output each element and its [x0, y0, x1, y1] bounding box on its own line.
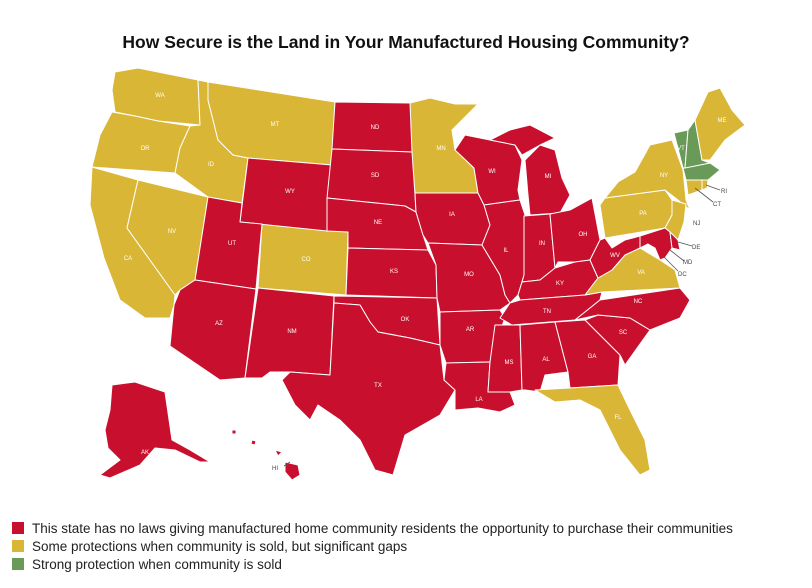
svg-text:AK: AK: [141, 450, 149, 456]
legend-swatch-green: [12, 558, 24, 570]
svg-text:CA: CA: [124, 256, 132, 262]
svg-text:DE: DE: [692, 245, 700, 251]
legend-swatch-yellow: [12, 540, 24, 552]
state-de[interactable]: [669, 231, 681, 251]
svg-text:MO: MO: [464, 272, 474, 278]
svg-text:KS: KS: [390, 269, 398, 275]
legend-label: This state has no laws giving manufactur…: [32, 520, 733, 536]
svg-text:WV: WV: [610, 253, 620, 259]
external-labels: RI CT NJ DE MD DC HI: [272, 189, 727, 472]
svg-text:RI: RI: [721, 189, 727, 195]
svg-text:ND: ND: [371, 125, 380, 131]
state-mi[interactable]: [524, 144, 571, 216]
state-nh[interactable]: [684, 119, 711, 169]
svg-text:NV: NV: [168, 229, 176, 235]
us-map: WA OR CA NV ID MT WY UT CO AZ NM ND SD N…: [89, 67, 746, 481]
svg-text:WY: WY: [285, 189, 295, 195]
legend: This state has no laws giving manufactur…: [12, 519, 733, 573]
state-ia[interactable]: [414, 192, 491, 246]
svg-text:IL: IL: [503, 248, 509, 254]
svg-text:UT: UT: [228, 241, 236, 247]
svg-text:MD: MD: [683, 260, 693, 266]
state-me[interactable]: [694, 87, 746, 161]
svg-text:NC: NC: [634, 299, 643, 305]
legend-swatch-red: [12, 522, 24, 534]
svg-text:MT: MT: [271, 122, 280, 128]
svg-text:LA: LA: [475, 397, 482, 403]
state-labels: WA OR CA NV ID MT WY UT CO AZ NM ND SD N…: [124, 93, 727, 456]
state-wi[interactable]: [454, 134, 523, 206]
state-md[interactable]: [639, 227, 673, 261]
svg-text:GA: GA: [588, 354, 597, 360]
svg-text:OK: OK: [401, 317, 410, 323]
svg-text:AZ: AZ: [215, 321, 223, 327]
svg-text:NY: NY: [660, 173, 668, 179]
svg-text:WI: WI: [488, 169, 496, 175]
svg-text:TX: TX: [374, 383, 382, 389]
svg-text:KY: KY: [556, 281, 564, 287]
leader-lines: [283, 184, 721, 467]
svg-text:ME: ME: [718, 118, 727, 124]
svg-text:HI: HI: [272, 466, 278, 472]
svg-text:SC: SC: [619, 330, 628, 336]
svg-text:NM: NM: [287, 329, 296, 335]
svg-text:VT: VT: [677, 146, 685, 152]
svg-text:NE: NE: [374, 220, 382, 226]
svg-text:SD: SD: [371, 173, 380, 179]
svg-text:MI: MI: [545, 174, 552, 180]
svg-text:TN: TN: [543, 309, 551, 315]
svg-text:ID: ID: [208, 162, 215, 168]
map-title: How Secure is the Land in Your Manufactu…: [122, 32, 690, 52]
svg-text:WA: WA: [155, 93, 164, 99]
legend-label: Strong protection when community is sold: [32, 556, 282, 572]
svg-text:OR: OR: [141, 146, 151, 152]
svg-text:VA: VA: [637, 270, 645, 276]
state-ct[interactable]: [685, 177, 703, 196]
svg-text:IA: IA: [449, 212, 455, 218]
legend-item-no-laws: This state has no laws giving manufactur…: [12, 519, 733, 537]
state-hi[interactable]: [231, 429, 301, 481]
state-az[interactable]: [169, 279, 257, 381]
svg-text:MN: MN: [436, 146, 445, 152]
svg-text:AR: AR: [466, 327, 475, 333]
svg-text:DC: DC: [678, 272, 687, 278]
svg-text:PA: PA: [639, 211, 647, 217]
svg-text:OH: OH: [579, 232, 588, 238]
svg-text:MS: MS: [505, 360, 514, 366]
svg-text:CT: CT: [713, 202, 721, 208]
state-ak[interactable]: [99, 381, 211, 479]
legend-item-some-protections: Some protections when community is sold,…: [12, 537, 733, 555]
svg-text:AL: AL: [542, 357, 550, 363]
svg-text:IN: IN: [539, 241, 545, 247]
svg-text:NJ: NJ: [693, 221, 700, 227]
svg-text:FL: FL: [614, 415, 622, 421]
legend-item-strong-protection: Strong protection when community is sold: [12, 555, 733, 573]
svg-text:CO: CO: [302, 257, 311, 263]
state-mi-upper[interactable]: [489, 124, 556, 156]
state-tx[interactable]: [281, 302, 456, 476]
state-fl[interactable]: [534, 384, 651, 476]
legend-label: Some protections when community is sold,…: [32, 538, 408, 554]
state-nc[interactable]: [574, 287, 691, 331]
